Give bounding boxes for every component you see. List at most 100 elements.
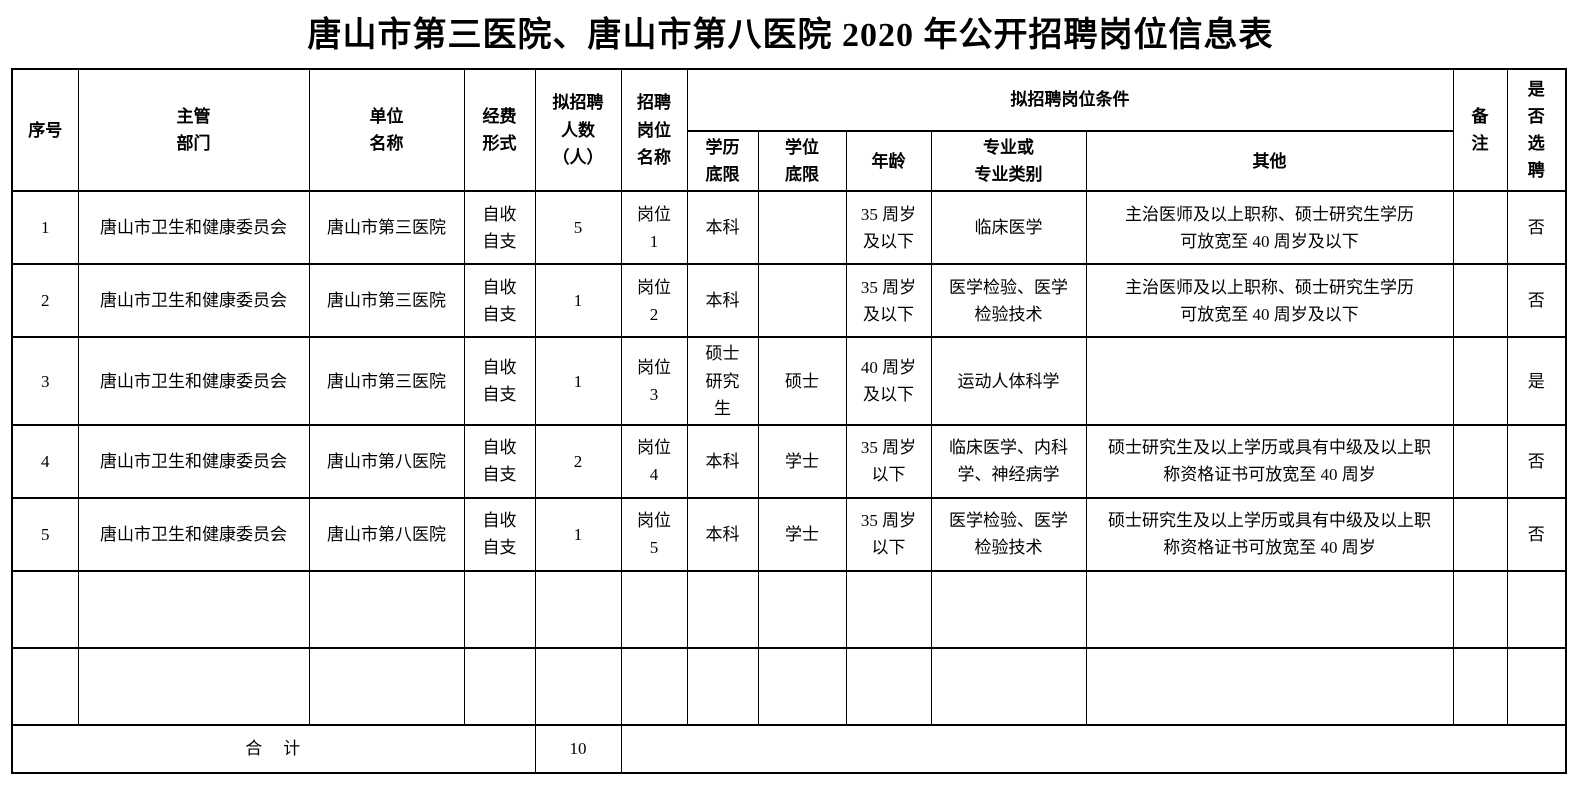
cell-selected: 是 <box>1506 336 1567 426</box>
header-funding: 经费 形式 <box>463 67 536 193</box>
cell-remark <box>1452 496 1508 572</box>
header-count: 拟招聘 人数 （人） <box>534 67 622 193</box>
cell-dept: 唐山市卫生和健康委员会 <box>77 496 310 572</box>
empty-cell <box>1506 569 1567 649</box>
cell-seq: 3 <box>11 336 79 426</box>
cell-unit: 唐山市第八医院 <box>308 423 465 499</box>
header-selected: 是 否 选 聘 <box>1506 67 1567 193</box>
cell-degree: 硕士 <box>757 336 847 426</box>
header-row-sub: 学历 底限 学位 底限 年龄 专业或 专业类别 其他 <box>12 129 1566 193</box>
empty-cell <box>686 646 759 726</box>
cell-unit: 唐山市第三医院 <box>308 190 465 266</box>
cell-unit: 唐山市第三医院 <box>308 263 465 339</box>
cell-major: 临床医学、内科 学、神经病学 <box>930 423 1087 499</box>
cell-other: 主治医师及以上职称、硕士研究生学历 可放宽至 40 周岁及以下 <box>1085 190 1454 266</box>
cell-remark <box>1452 336 1508 426</box>
header-unit: 单位 名称 <box>308 67 465 193</box>
empty-cell <box>757 569 847 649</box>
header-post: 招聘 岗位 名称 <box>620 67 688 193</box>
cell-other: 硕士研究生及以上学历或具有中级及以上职 称资格证书可放宽至 40 周岁 <box>1085 496 1454 572</box>
cell-edu: 硕士 研究 生 <box>686 336 759 426</box>
cell-dept: 唐山市卫生和健康委员会 <box>77 263 310 339</box>
empty-cell <box>620 569 688 649</box>
empty-cell <box>1452 569 1508 649</box>
empty-cell <box>930 646 1087 726</box>
header-degree: 学位 底限 <box>757 129 847 193</box>
total-row: 合 计 10 <box>11 723 1567 774</box>
cell-count: 5 <box>534 190 622 266</box>
cell-count: 2 <box>534 423 622 499</box>
empty-cell <box>77 646 310 726</box>
cell-selected: 否 <box>1506 496 1567 572</box>
empty-cell <box>308 646 465 726</box>
page-title: 唐山市第三医院、唐山市第八医院 2020 年公开招聘岗位信息表 <box>307 17 1274 54</box>
empty-cell <box>77 569 310 649</box>
cell-major: 临床医学 <box>930 190 1087 266</box>
cell-unit: 唐山市第三医院 <box>308 336 465 426</box>
empty-cell <box>686 569 759 649</box>
cell-count: 1 <box>534 336 622 426</box>
header-other: 其他 <box>1085 129 1454 193</box>
header-age: 年龄 <box>845 129 932 193</box>
cell-selected: 否 <box>1506 423 1567 499</box>
empty-cell <box>620 646 688 726</box>
cell-edu: 本科 <box>686 496 759 572</box>
cell-funding: 自收 自支 <box>463 496 536 572</box>
total-merged-cell <box>620 723 1567 774</box>
empty-cell <box>930 569 1087 649</box>
cell-post: 岗位 5 <box>620 496 688 572</box>
empty-cell <box>463 569 536 649</box>
cell-dept: 唐山市卫生和健康委员会 <box>77 190 310 266</box>
empty-cell <box>11 646 79 726</box>
cell-funding: 自收 自支 <box>463 336 536 426</box>
cell-major: 运动人体科学 <box>930 336 1087 426</box>
header-row-top: 序号 主管 部门 单位 名称 经费 形式 拟招聘 人数 （人） 招聘 岗位 名称… <box>11 67 1567 193</box>
cell-seq: 1 <box>11 190 79 266</box>
cell-seq: 2 <box>11 263 79 339</box>
cell-post: 岗位 2 <box>620 263 688 339</box>
empty-cell <box>845 569 932 649</box>
total-count-cell: 10 <box>534 723 622 774</box>
table-row: 2 唐山市卫生和健康委员会 唐山市第三医院 自收 自支 1 岗位 2 本科 35… <box>11 263 1567 339</box>
cell-other <box>1085 336 1454 426</box>
cell-degree <box>757 263 847 339</box>
empty-cell <box>1452 646 1508 726</box>
cell-remark <box>1452 190 1508 266</box>
cell-other: 主治医师及以上职称、硕士研究生学历 可放宽至 40 周岁及以下 <box>1085 263 1454 339</box>
cell-major: 医学检验、医学 检验技术 <box>930 263 1087 339</box>
cell-selected: 否 <box>1506 263 1567 339</box>
cell-funding: 自收 自支 <box>463 423 536 499</box>
cell-edu: 本科 <box>686 423 759 499</box>
table-row: 1 唐山市卫生和健康委员会 唐山市第三医院 自收 自支 5 岗位 1 本科 35… <box>11 190 1567 266</box>
cell-other: 硕士研究生及以上学历或具有中级及以上职 称资格证书可放宽至 40 周岁 <box>1085 423 1454 499</box>
cell-remark <box>1452 423 1508 499</box>
cell-dept: 唐山市卫生和健康委员会 <box>77 336 310 426</box>
cell-unit: 唐山市第八医院 <box>308 496 465 572</box>
cell-edu: 本科 <box>686 190 759 266</box>
cell-age: 40 周岁 及以下 <box>845 336 932 426</box>
cell-age: 35 周岁 及以下 <box>845 263 932 339</box>
cell-major: 医学检验、医学 检验技术 <box>930 496 1087 572</box>
header-major: 专业或 专业类别 <box>930 129 1087 193</box>
cell-degree <box>757 190 847 266</box>
cell-count: 1 <box>534 496 622 572</box>
cell-selected: 否 <box>1506 190 1567 266</box>
cell-funding: 自收 自支 <box>463 190 536 266</box>
header-dept: 主管 部门 <box>77 67 310 193</box>
cell-post: 岗位 1 <box>620 190 688 266</box>
empty-row <box>11 569 1567 649</box>
cell-degree: 学士 <box>757 496 847 572</box>
cell-remark <box>1452 263 1508 339</box>
empty-cell <box>1085 646 1454 726</box>
empty-cell <box>463 646 536 726</box>
empty-row <box>11 646 1567 726</box>
total-label-cell: 合 计 <box>11 723 536 774</box>
cell-dept: 唐山市卫生和健康委员会 <box>77 423 310 499</box>
header-remark: 备 注 <box>1452 67 1508 193</box>
table-row: 3 唐山市卫生和健康委员会 唐山市第三医院 自收 自支 1 岗位 3 硕士 研究… <box>11 336 1567 426</box>
cell-seq: 4 <box>11 423 79 499</box>
header-edu: 学历 底限 <box>686 129 759 193</box>
empty-cell <box>1085 569 1454 649</box>
empty-cell <box>757 646 847 726</box>
